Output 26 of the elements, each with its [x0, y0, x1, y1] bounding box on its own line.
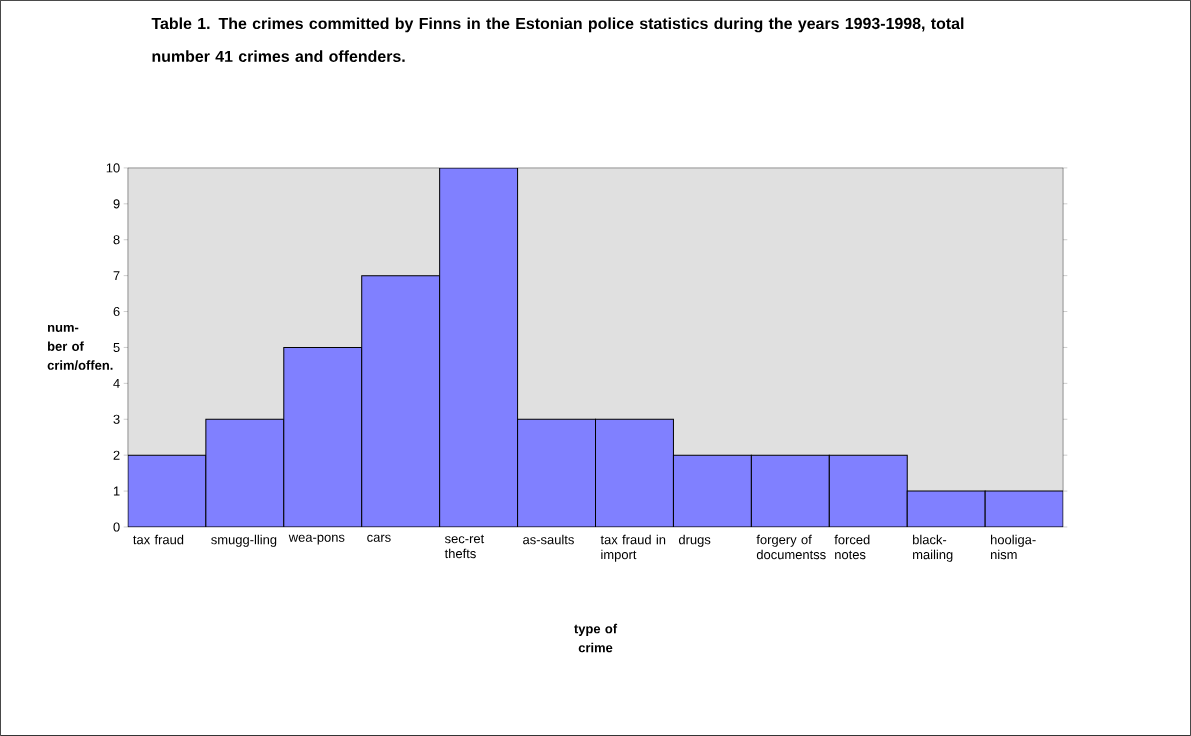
x-tick-label: smugg-lling: [211, 534, 277, 547]
x-tick-label: forced notes: [834, 534, 870, 560]
y-tick-label: 2: [113, 450, 120, 460]
y-tick-label: 7: [113, 271, 120, 281]
x-tick-label: drugs: [678, 534, 711, 547]
y-axis-title: num-ber of crim/offen.: [47, 324, 113, 371]
y-tick-label: 5: [113, 342, 120, 353]
y-tick-label: 3: [113, 414, 120, 424]
y-tick-label: 6: [113, 306, 120, 317]
x-tick-label: as-saults: [523, 534, 574, 545]
y-tick-label: 10: [106, 163, 120, 173]
x-tick-label: forgery of documentss: [756, 534, 826, 560]
x-tick-label: sec-ret thefts: [444, 534, 485, 559]
y-tick-label: 1: [113, 486, 120, 496]
y-tick-label: 9: [113, 199, 120, 209]
y-tick-label: 8: [113, 235, 120, 245]
x-axis-title: type of crime: [574, 623, 618, 653]
y-tick-label: 4: [113, 378, 120, 388]
x-tick-label: black-mailing: [913, 534, 953, 562]
y-tick-label: 0: [113, 522, 120, 532]
chart-title: Table 1. The crimes committed by Finns in the Estonian police statistics during the years 1993-1998, total number 41 crimes and offenders.: [151, 17, 964, 63]
x-tick-label: wea-pons: [288, 534, 345, 545]
x-tick-label: tax fraud: [133, 534, 184, 545]
x-tick-label: hooliga-nism: [990, 534, 1036, 560]
x-tick-label: cars: [367, 534, 391, 542]
x-tick-label: tax fraud in import: [600, 534, 666, 562]
